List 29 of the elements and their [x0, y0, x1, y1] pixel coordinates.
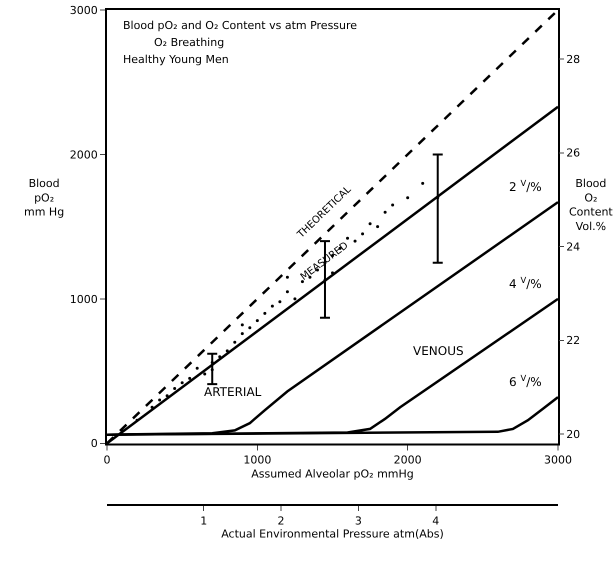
x2-tick-label: 3 — [354, 514, 362, 528]
x-axis-title: Assumed Alveolar pO₂ mmHg — [251, 467, 414, 480]
y2-tick-label: 24 — [566, 240, 580, 254]
y2-axis-title: Blood O₂ Content Vol.% — [569, 177, 614, 233]
annotation: Healthy Young Men — [123, 53, 229, 66]
y-tick-label: 1000 — [70, 292, 98, 306]
x-tick-label: 1000 — [243, 454, 272, 467]
series-label: 6 $^{V}$/% — [509, 373, 542, 390]
annotation: ARTERIAL — [204, 385, 262, 399]
x2-tick-label: 2 — [278, 514, 285, 528]
annotation: VENOUS — [413, 344, 464, 358]
x-tick-label: 3000 — [544, 454, 572, 467]
y-tick-label: 2000 — [70, 148, 98, 162]
y2-tick-label: 26 — [566, 146, 580, 160]
x-tick-label: 2000 — [394, 454, 422, 467]
series-label: 2 $^{V}$/% — [509, 178, 542, 194]
y2-tick-label: 28 — [566, 53, 580, 66]
x2-tick-label: 4 — [432, 514, 440, 528]
y-tick-label: 3000 — [70, 4, 98, 17]
series-label: 4 $^{V}$/% — [509, 275, 542, 292]
x-tick-label: 0 — [104, 454, 110, 467]
x2-tick-label: 1 — [200, 514, 208, 528]
y2-tick-label: 20 — [566, 428, 580, 441]
text: Blood pO₂ and O₂ Content vs atm Pressure — [123, 19, 358, 32]
x2-axis-title: Actual Environmental Pressure atm(Abs) — [221, 527, 444, 540]
y-axis-title: Blood pO₂ mm Hg — [24, 177, 64, 219]
y-tick-label: 0 — [90, 437, 98, 450]
text: O₂ Breathing — [154, 36, 224, 49]
y2-tick-label: 22 — [566, 334, 580, 348]
